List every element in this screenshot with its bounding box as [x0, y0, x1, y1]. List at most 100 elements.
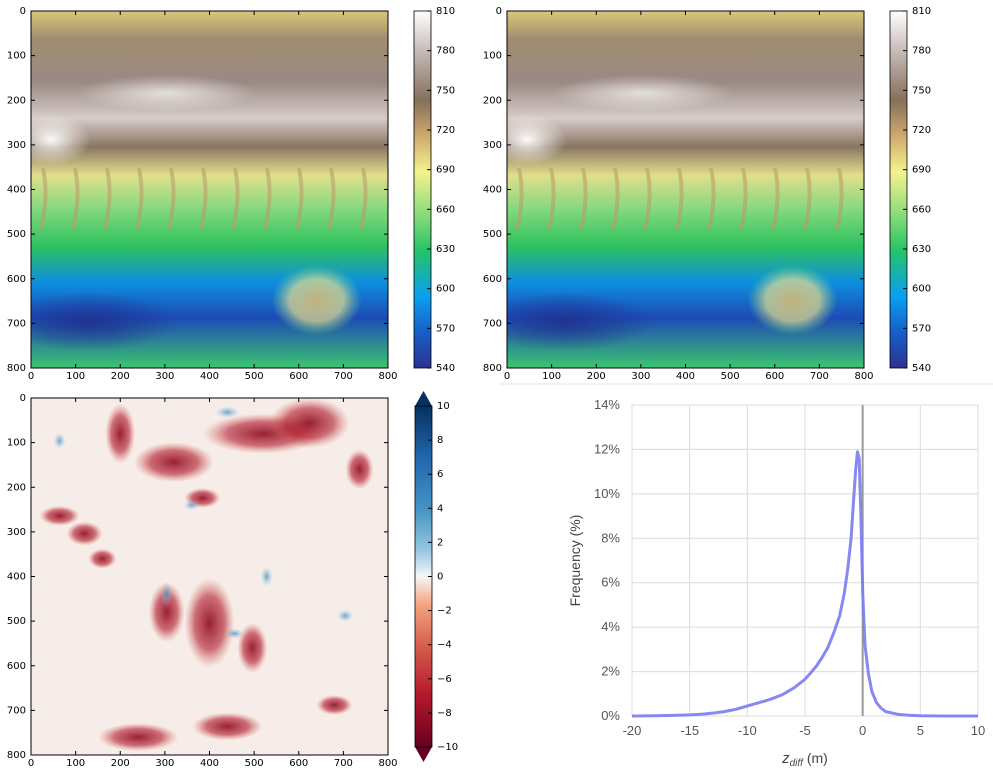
- colorbar-gradient: [413, 10, 432, 369]
- colorbar-tick-label: 540: [436, 363, 455, 374]
- terrain-gully: [199, 167, 208, 230]
- x-tick-label: 700: [810, 371, 829, 382]
- y-tick-label: 100: [7, 51, 26, 62]
- x-tick-label: 5: [917, 723, 924, 738]
- terrain-gully: [135, 167, 144, 230]
- y-tick-label: 500: [483, 229, 502, 240]
- x-tick-label: 500: [721, 371, 740, 382]
- terrain-peak: [507, 113, 567, 166]
- terrain-hill: [747, 265, 838, 336]
- terrain-gully: [263, 167, 272, 230]
- terrain-gully: [359, 167, 368, 230]
- terrain-gully: [803, 167, 812, 230]
- colorbar-tick-label: 630: [436, 244, 455, 255]
- difference-panel: 0 100 200 300 400 500 600 700 800010020030040050…: [7, 391, 458, 769]
- terrain-gully: [231, 167, 240, 230]
- x-tick-label: 0: [859, 723, 866, 738]
- y-tick-label: 8%: [601, 530, 620, 545]
- x-tick-label: 600: [765, 371, 784, 382]
- difference-negative-patch: [148, 582, 185, 643]
- x-tick-label: 0: [28, 371, 34, 382]
- y-tick-label: 200: [7, 95, 26, 106]
- difference-negative-patch: [237, 622, 268, 673]
- terrain-gully: [771, 167, 780, 230]
- colorbar-tick-label: 570: [912, 323, 931, 334]
- x-tick-label: 200: [587, 371, 606, 382]
- x-tick-label: 100: [66, 758, 85, 769]
- y-tick-label: 800: [483, 363, 502, 374]
- x-tick-label: 600: [289, 371, 308, 382]
- y-tick-label: 0%: [601, 708, 620, 723]
- x-tick-label: 800: [854, 371, 873, 382]
- colorbar-tick-label: 10: [437, 401, 450, 412]
- difference-positive-patch: [215, 406, 240, 419]
- colorbar-tick-label: 6: [437, 469, 443, 480]
- y-tick-label: 600: [7, 274, 26, 285]
- x-axis-label: zdiff (m): [781, 750, 828, 769]
- difference-positive-patch: [53, 432, 66, 449]
- grid: [631, 404, 979, 717]
- difference-negative-patch: [345, 449, 374, 490]
- y-tick-label: 4%: [601, 619, 620, 634]
- colorbar-tick-label: 810: [436, 6, 455, 17]
- colorbar-tick-label: 540: [912, 363, 931, 374]
- y-tick-label: 200: [7, 482, 26, 493]
- colorbar: 540 570 600 630 660 690 720 750 780 810: [889, 6, 931, 374]
- terrain-valley: [507, 291, 655, 352]
- colorbar-tick-label: −10: [437, 742, 458, 753]
- difference-positive-patch: [183, 500, 200, 511]
- x-tick-label: -5: [799, 723, 811, 738]
- x-tick-label: 700: [334, 371, 353, 382]
- difference-negative-patch: [98, 723, 179, 752]
- x-axis-label-main: z: [781, 750, 790, 767]
- colorbar-tick-label: 660: [436, 204, 455, 215]
- x-tick-label: 800: [378, 758, 397, 769]
- difference-negative-patch: [269, 398, 350, 448]
- y-tick-label: 800: [7, 363, 26, 374]
- difference-negative-patch: [39, 505, 80, 526]
- colorbar-tick-label: 570: [436, 323, 455, 334]
- colorbar-gradient: [889, 10, 908, 369]
- difference-negative-patch: [66, 521, 103, 546]
- x-tick-label: 0: [28, 758, 34, 769]
- y-tick-label: 12%: [594, 441, 620, 456]
- y-tick-label: 400: [7, 185, 26, 196]
- histogram-panel: -20 -15 -10 -5 0 5 10 0% 2% 4% 6% 8% 10% 12% 14% zdiff …: [567, 397, 985, 769]
- colorbar-tick-label: 4: [437, 503, 443, 514]
- colorbar-tick-label: 720: [912, 125, 931, 136]
- x-tick-label: 800: [378, 371, 397, 382]
- x-tick-label: -15: [680, 723, 699, 738]
- y-tick-label: 700: [483, 318, 502, 329]
- y-axis-label: Frequency (%): [567, 515, 583, 607]
- y-tick-label: 700: [7, 705, 26, 716]
- colorbar-tick-label: 0: [437, 572, 443, 583]
- terrain-gully: [611, 167, 620, 230]
- terrain-gully: [103, 167, 112, 230]
- colorbar-tick-label: 8: [437, 435, 443, 446]
- difference-positive-patch: [160, 582, 173, 607]
- dem-panel-1: 0 100 200 300 400 500 600 700 800010020030040050…: [7, 6, 455, 382]
- colorbar-tick-label: 2: [437, 537, 443, 548]
- colorbar-tick-label: 690: [912, 165, 931, 176]
- y-tick-label: 500: [7, 229, 26, 240]
- y-tick-label: 400: [483, 185, 502, 196]
- y-tick-label: 300: [483, 140, 502, 151]
- colorbar-tick-label: −6: [437, 674, 452, 685]
- difference-negative-patch: [88, 548, 117, 569]
- x-tick-label: 300: [155, 371, 174, 382]
- x-tick-label: 300: [155, 758, 174, 769]
- terrain-gully: [295, 167, 304, 230]
- colorbar-tick-label: 630: [912, 244, 931, 255]
- difference-positive-patch: [224, 628, 245, 639]
- y-tick-label: 600: [7, 661, 26, 672]
- colorbar-tick-label: 810: [912, 6, 931, 17]
- x-axis-label-sub: diff: [790, 758, 805, 769]
- heatmap-image: [31, 398, 388, 755]
- difference-negative-patch: [192, 712, 263, 741]
- y-tick-label: 0: [20, 6, 26, 17]
- x-tick-label: 0: [504, 371, 510, 382]
- terrain-gully: [39, 167, 48, 230]
- y-tick-label: 6%: [601, 575, 620, 590]
- terrain-valley: [31, 291, 179, 352]
